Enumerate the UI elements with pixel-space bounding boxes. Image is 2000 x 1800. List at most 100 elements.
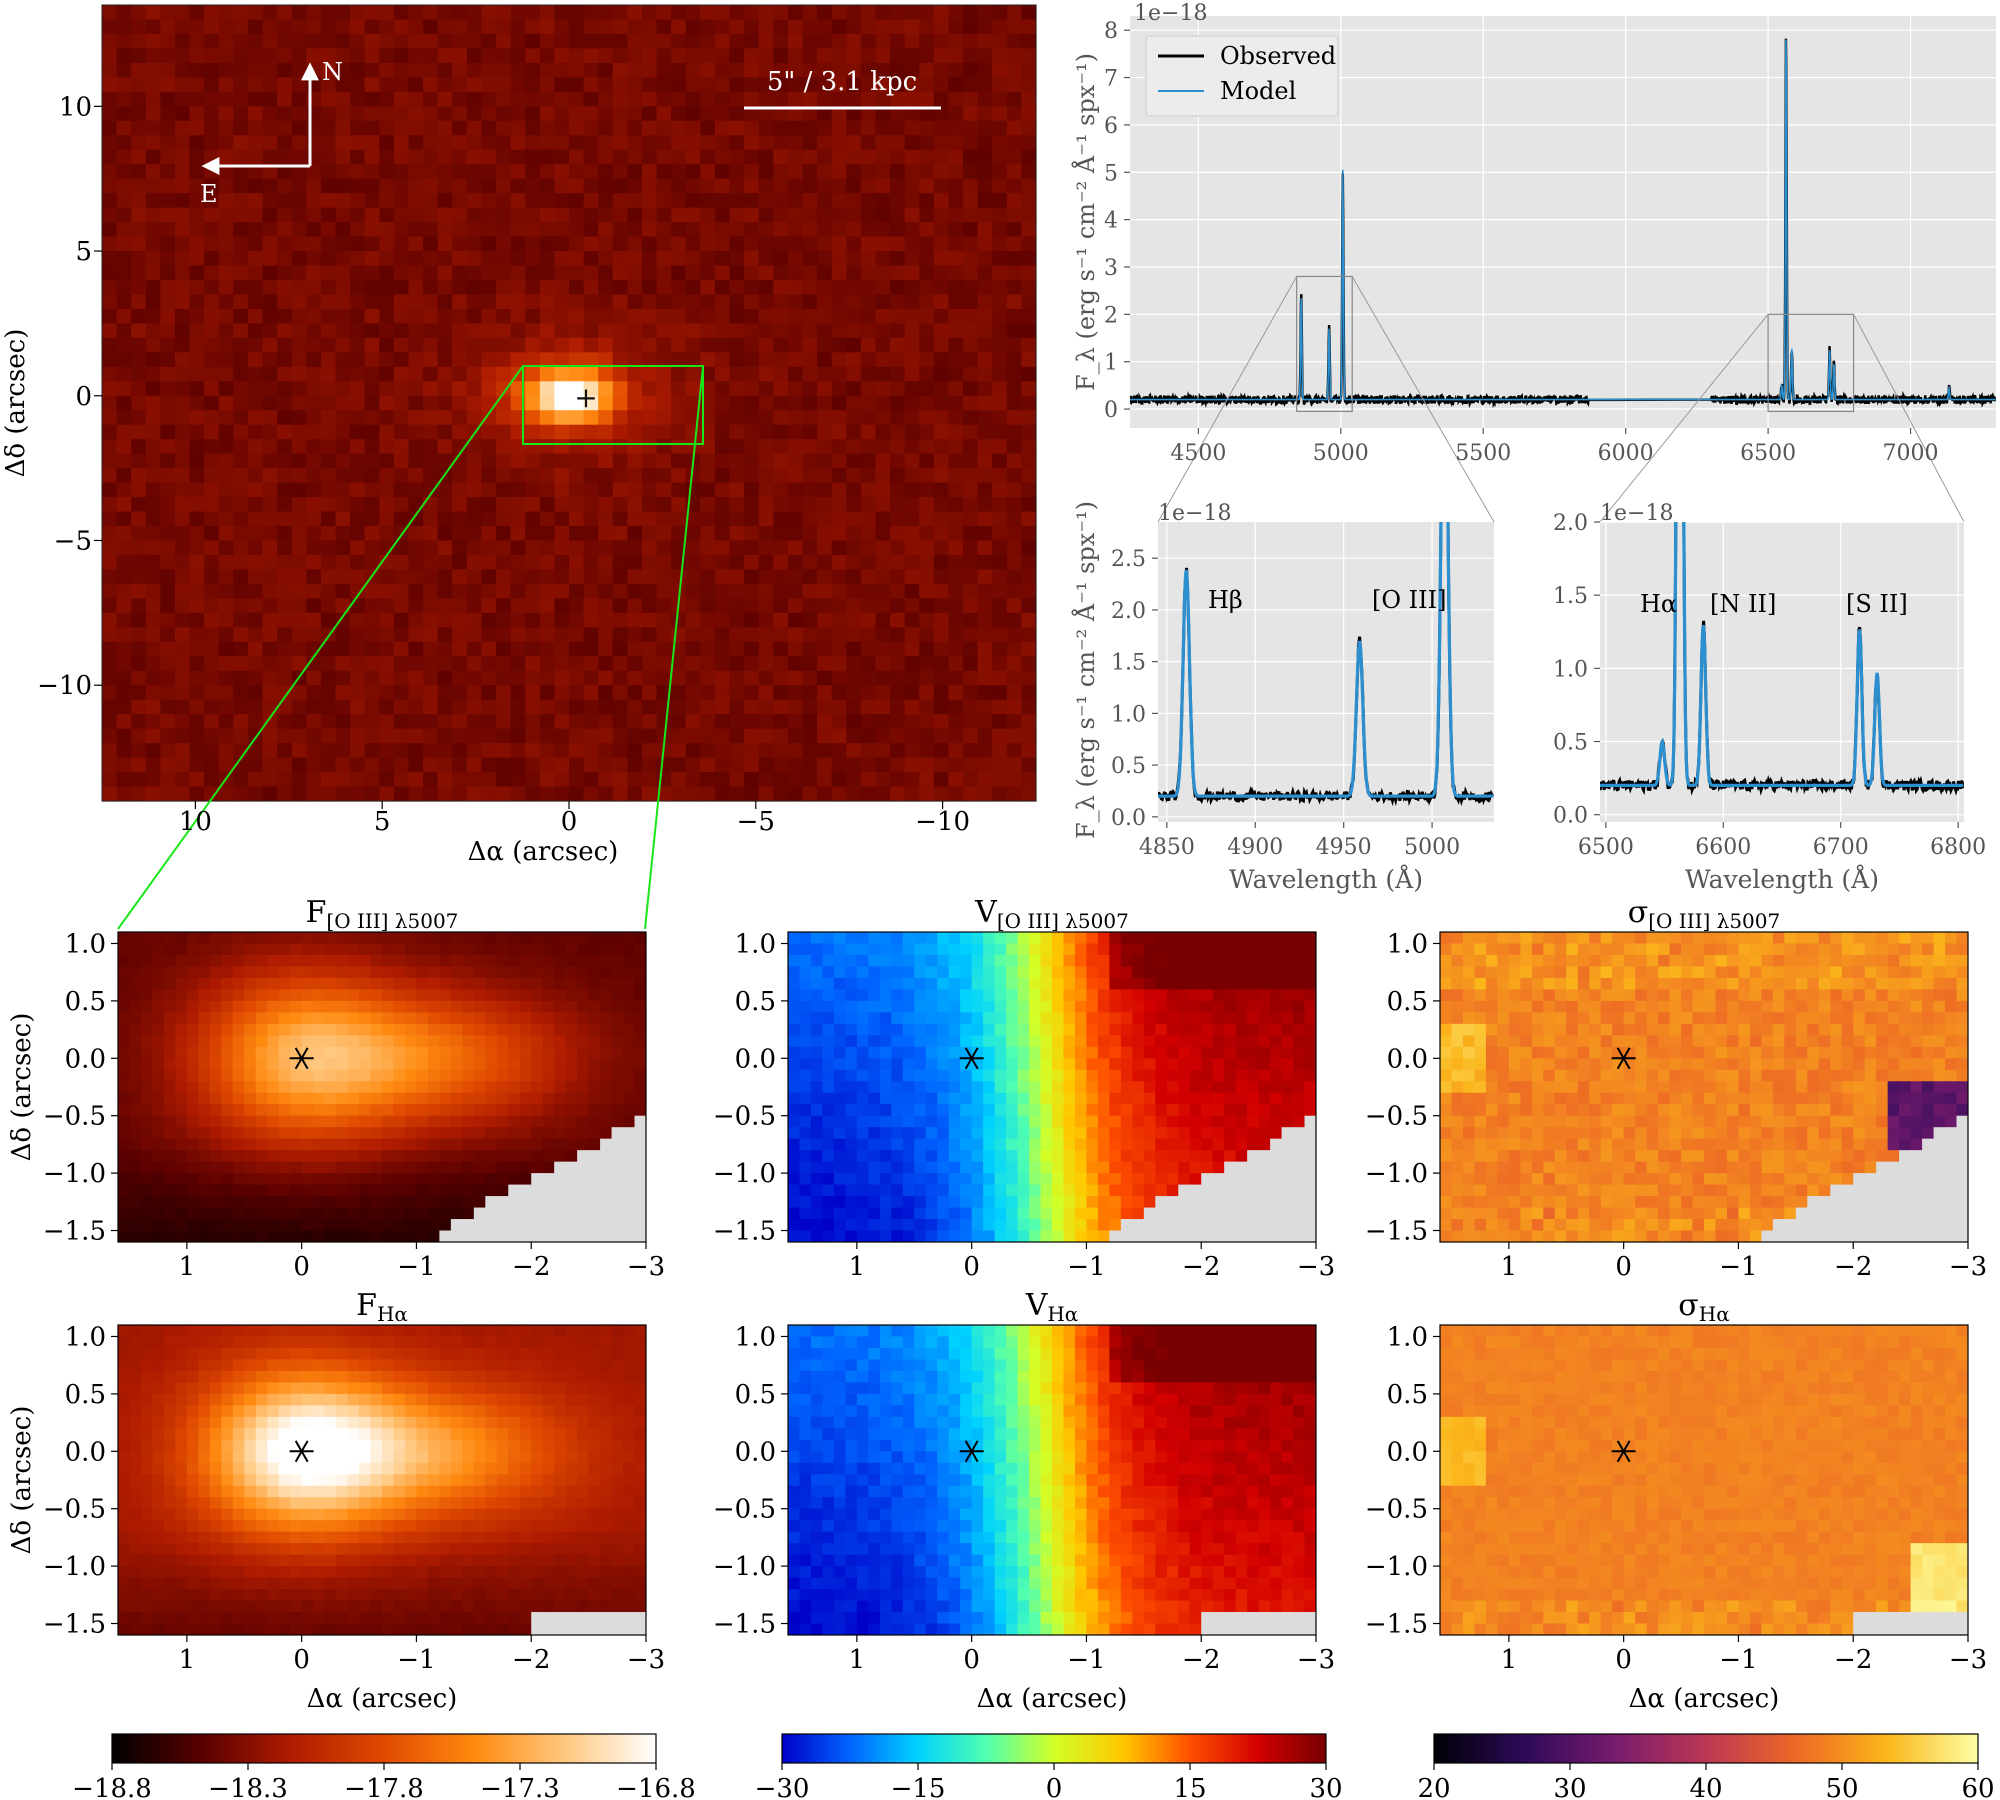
image-pixel: [817, 381, 833, 397]
image-pixel: [233, 120, 249, 136]
map-pixel: [140, 1104, 153, 1117]
image-pixel: [904, 743, 920, 759]
image-pixel: [744, 352, 760, 368]
image-pixel: [714, 33, 731, 50]
image-pixel: [919, 62, 935, 78]
image-pixel: [320, 641, 337, 657]
map-pixel: [347, 1219, 360, 1232]
map-pixel: [485, 1150, 498, 1163]
image-pixel: [218, 453, 234, 469]
image-pixel: [963, 627, 979, 643]
image-pixel: [875, 641, 891, 657]
image-pixel: [1006, 19, 1022, 35]
map-pixel: [519, 1081, 532, 1094]
image-pixel: [131, 106, 147, 122]
map-pixel: [324, 1058, 337, 1071]
map-pixel: [301, 966, 314, 979]
image-pixel: [802, 468, 818, 484]
image-pixel: [335, 569, 351, 585]
map-pixel: [359, 1023, 372, 1036]
map-pixel: [634, 943, 647, 956]
image-pixel: [291, 439, 307, 455]
map-pixel: [577, 1230, 590, 1243]
image-pixel: [423, 453, 439, 469]
image-pixel: [1021, 670, 1037, 686]
image-pixel: [992, 381, 1008, 397]
map-pixel: [450, 1069, 463, 1082]
image-pixel: [262, 178, 278, 194]
image-pixel: [335, 685, 351, 701]
image-pixel: [583, 251, 599, 267]
image-pixel: [729, 265, 745, 281]
image-pixel: [758, 670, 774, 686]
image-pixel: [204, 598, 220, 614]
image-pixel: [671, 366, 687, 382]
image-pixel: [860, 540, 877, 556]
map-pixel: [531, 1115, 544, 1128]
image-pixel: [510, 757, 526, 773]
image-pixel: [846, 656, 862, 672]
image-pixel: [671, 294, 687, 310]
image-pixel: [729, 627, 745, 643]
image-pixel: [904, 381, 920, 397]
image-pixel: [364, 48, 380, 64]
image-pixel: [554, 381, 570, 397]
image-pixel: [904, 294, 920, 310]
image-pixel: [758, 482, 774, 498]
map-pixel: [382, 1207, 394, 1220]
image-pixel: [656, 511, 672, 527]
image-pixel: [598, 743, 614, 759]
image-pixel: [948, 772, 964, 788]
image-pixel: [744, 149, 760, 165]
image-pixel: [218, 728, 234, 744]
image-pixel: [758, 569, 774, 585]
image-pixel: [977, 337, 993, 353]
map-pixel: [209, 932, 222, 944]
map-pixel: [634, 1230, 647, 1243]
image-pixel: [145, 424, 161, 440]
map-pixel: [588, 1138, 601, 1151]
image-pixel: [160, 294, 176, 310]
image-pixel: [773, 670, 789, 686]
map-pixel: [221, 989, 234, 1002]
image-pixel: [1006, 670, 1022, 686]
map-pixel: [278, 1138, 291, 1151]
image-pixel: [612, 251, 628, 267]
image-pixel: [335, 352, 351, 368]
image-pixel: [437, 62, 453, 78]
image-pixel: [262, 106, 278, 122]
image-pixel: [569, 279, 585, 296]
image-pixel: [714, 540, 731, 556]
image-pixel: [758, 48, 774, 64]
image-pixel: [408, 149, 424, 165]
image-pixel: [204, 323, 220, 339]
map-pixel: [347, 1207, 360, 1220]
image-pixel: [700, 511, 716, 527]
image-pixel: [204, 48, 220, 64]
image-pixel: [160, 612, 176, 628]
image-pixel: [233, 91, 249, 107]
image-pixel: [262, 728, 278, 744]
map-pixel: [508, 1138, 521, 1151]
image-pixel: [904, 641, 920, 657]
image-pixel: [335, 583, 351, 599]
image-pixel: [1021, 554, 1037, 571]
image-pixel: [291, 540, 307, 556]
map-pixel: [347, 954, 360, 967]
image-pixel: [496, 728, 512, 744]
image-pixel: [437, 786, 453, 802]
image-pixel: [131, 410, 147, 426]
map-pixel: [221, 1207, 234, 1220]
image-pixel: [481, 48, 497, 64]
image-pixel: [1021, 106, 1037, 122]
map-pixel: [198, 1230, 211, 1243]
zoom2-offset: 1e−18: [1600, 501, 1673, 526]
image-pixel: [744, 366, 760, 382]
map-pixel: [301, 1230, 314, 1243]
image-pixel: [350, 5, 366, 21]
map-pixel: [462, 1000, 475, 1013]
image-pixel: [408, 468, 424, 484]
image-pixel: [145, 352, 161, 368]
map-pixel: [313, 1046, 326, 1059]
image-pixel: [379, 77, 395, 93]
